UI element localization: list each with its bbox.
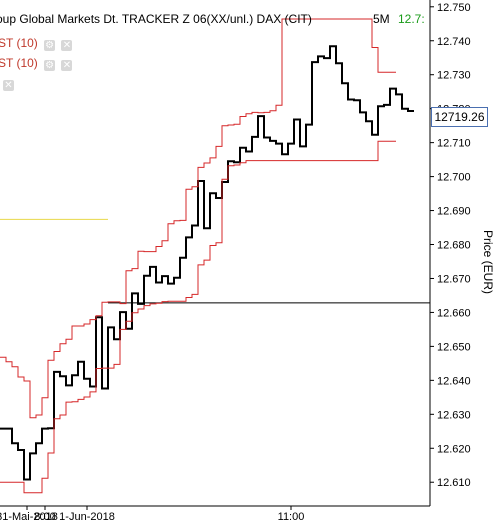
y-tick-label: 12.630 [437, 409, 471, 421]
close-icon[interactable]: ✕ [61, 40, 73, 51]
y-tick-label: 12.650 [437, 341, 471, 353]
plot-area[interactable] [0, 0, 430, 506]
y-axis-title: Price (EUR) [481, 229, 495, 295]
y-tick-label: 12.680 [437, 240, 471, 252]
y-tick-label: 12.610 [437, 477, 471, 489]
instrument-title: oup Global Markets Dt. TRACKER Z 06(XX/u… [0, 12, 312, 26]
price-series-line [0, 45, 414, 481]
channel-band-line-2 [0, 140, 396, 494]
indicator-label-2: ST (10) [0, 56, 38, 70]
y-tick-label: 12.750 [437, 2, 471, 14]
y-tick-label: 12.670 [437, 273, 471, 285]
indicator-legend-3[interactable]: ✕ [0, 76, 14, 92]
interval-label[interactable]: 5M [373, 12, 390, 26]
y-tick-label: 12.620 [437, 443, 471, 455]
y-tick-label: 12.730 [437, 70, 471, 82]
y-tick-label: 12.660 [437, 307, 471, 319]
indicator-label-1: ST (10) [0, 36, 38, 50]
y-tick-label: 12.640 [437, 375, 471, 387]
channel-band-line-1 [0, 18, 396, 419]
y-tick-label: 12.740 [437, 36, 471, 48]
x-tick-label: 1-Jun-2018 [59, 511, 115, 523]
y-tick-label: 12.700 [437, 172, 471, 184]
x-tick-label: 31-Mai-2018 [0, 511, 58, 523]
settings-icon[interactable]: ⚙ [44, 60, 56, 71]
close-icon[interactable]: ✕ [61, 60, 73, 71]
current-price-tag: 12719.26 [431, 107, 488, 127]
chart-header: oup Global Markets Dt. TRACKER Z 06(XX/u… [0, 12, 430, 28]
y-tick-label: 12.690 [437, 206, 471, 218]
y-tick-label: 12.710 [437, 138, 471, 150]
indicator-legend-1[interactable]: ST (10) ⚙ ✕ [0, 36, 73, 52]
settings-icon[interactable]: ⚙ [44, 40, 56, 51]
last-value-label: 12.7: [398, 12, 425, 26]
x-tick-label: 8:00 [34, 511, 55, 523]
indicator-legend-2[interactable]: ST (10) ⚙ ✕ [0, 56, 73, 72]
x-tick-label: 11:00 [278, 511, 305, 523]
close-icon[interactable]: ✕ [3, 80, 14, 91]
